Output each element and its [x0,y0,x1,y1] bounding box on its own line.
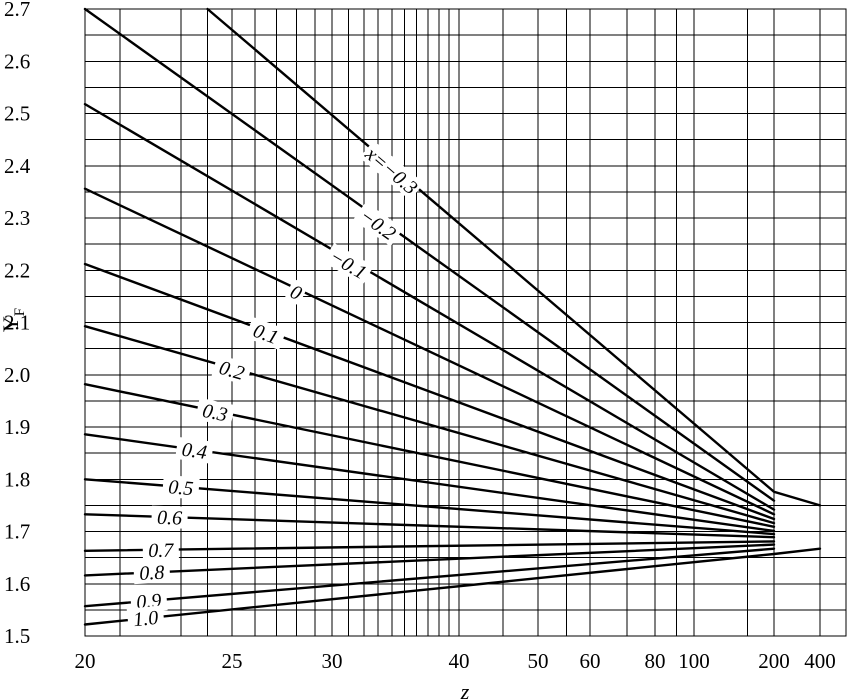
plot-frame [84,8,847,637]
x-tick-label: 60 [580,649,601,673]
y-axis-title: YF [0,308,28,332]
series-label-text: 0.5 [167,476,194,500]
series-label: 0.8 [133,560,171,585]
x-tick-label: 20 [75,649,96,673]
series-label-text: 0.3 [200,400,229,427]
y-tick-label: 1.8 [4,467,30,491]
y-tick-label: 2.5 [4,102,30,126]
series-label: 0 [284,278,309,306]
series-label-background [353,201,404,247]
series-label: 1.0 [126,605,165,631]
series-label-text: 0.6 [157,507,183,530]
series-label-text: x=−0.3 [360,142,421,199]
series-label-text: 0.8 [139,562,165,585]
series-line [83,513,776,539]
x-tick-label: 80 [645,649,666,673]
series-label: 0.7 [142,538,179,562]
y-tick-label: 2.6 [4,49,30,73]
series-label-text: 0.4 [180,439,208,464]
y-tick-label: 2.1 [4,311,30,335]
y-tick-label: 1.9 [4,415,30,439]
x-tick-label: 30 [322,649,343,673]
y-tick-label: 2.3 [4,206,30,230]
x-tick-label: 100 [678,649,710,673]
series-label-text: 0.7 [148,540,174,562]
series-line [83,543,776,577]
series-line [83,187,776,516]
series-label-background [195,397,235,427]
y-tick-label: 1.5 [4,624,30,648]
series-curves [83,7,822,626]
series-line [83,547,822,626]
y-tick-label: 2.0 [4,363,30,387]
x-tick-label: 50 [528,649,549,673]
series-line [206,7,822,507]
series-line [83,540,776,552]
series-label: 0.2 [211,354,253,386]
series-line [83,7,776,502]
series-label: 0.4 [175,436,214,464]
y-tick-label: 2.7 [4,0,30,21]
y-tick-label: 2.4 [4,154,31,178]
series-label-background [133,560,171,585]
series-label-background [175,436,214,464]
x-axis-title: z [460,679,470,700]
series-label-background [284,278,309,306]
series-line [83,547,776,608]
y-tick-label: 1.7 [4,520,30,544]
x-tick-label: 40 [449,649,470,673]
y-axis-title-sub: F [12,308,28,316]
series-line [83,102,776,511]
series-label-background [359,140,425,201]
x-tick-label: 400 [804,649,836,673]
series-label: 0.5 [162,474,200,500]
series-label-background [142,538,179,562]
series-line [83,478,776,536]
series-label-background [322,242,374,286]
x-tick-label: 200 [758,649,790,673]
series-label-text: 1.0 [132,607,159,631]
x-tick-label: 25 [222,649,243,673]
series-label-background [245,316,287,351]
y-axis-title-main: Y [0,316,23,332]
y-axis-tick-labels: 1.5 1.6 1.7 1.8 1.9 2.0 2.1 2.2 2.3 2.4 2.5 2.6 2.7 [4,0,31,648]
series-label-background [151,505,188,529]
series-label-background [126,605,165,631]
x-axis-tick-labels: 20 25 30 40 50 60 80 100 200 400 [75,649,836,673]
y-tick-label: 1.6 [4,572,30,596]
series-label-background [162,474,200,500]
series-label: 0.6 [151,505,188,530]
y-tick-label: 2.2 [4,258,30,282]
series-label: 0.3 [195,397,235,427]
series-label-background [211,354,253,386]
series-line [83,325,776,525]
series-line [83,262,776,521]
